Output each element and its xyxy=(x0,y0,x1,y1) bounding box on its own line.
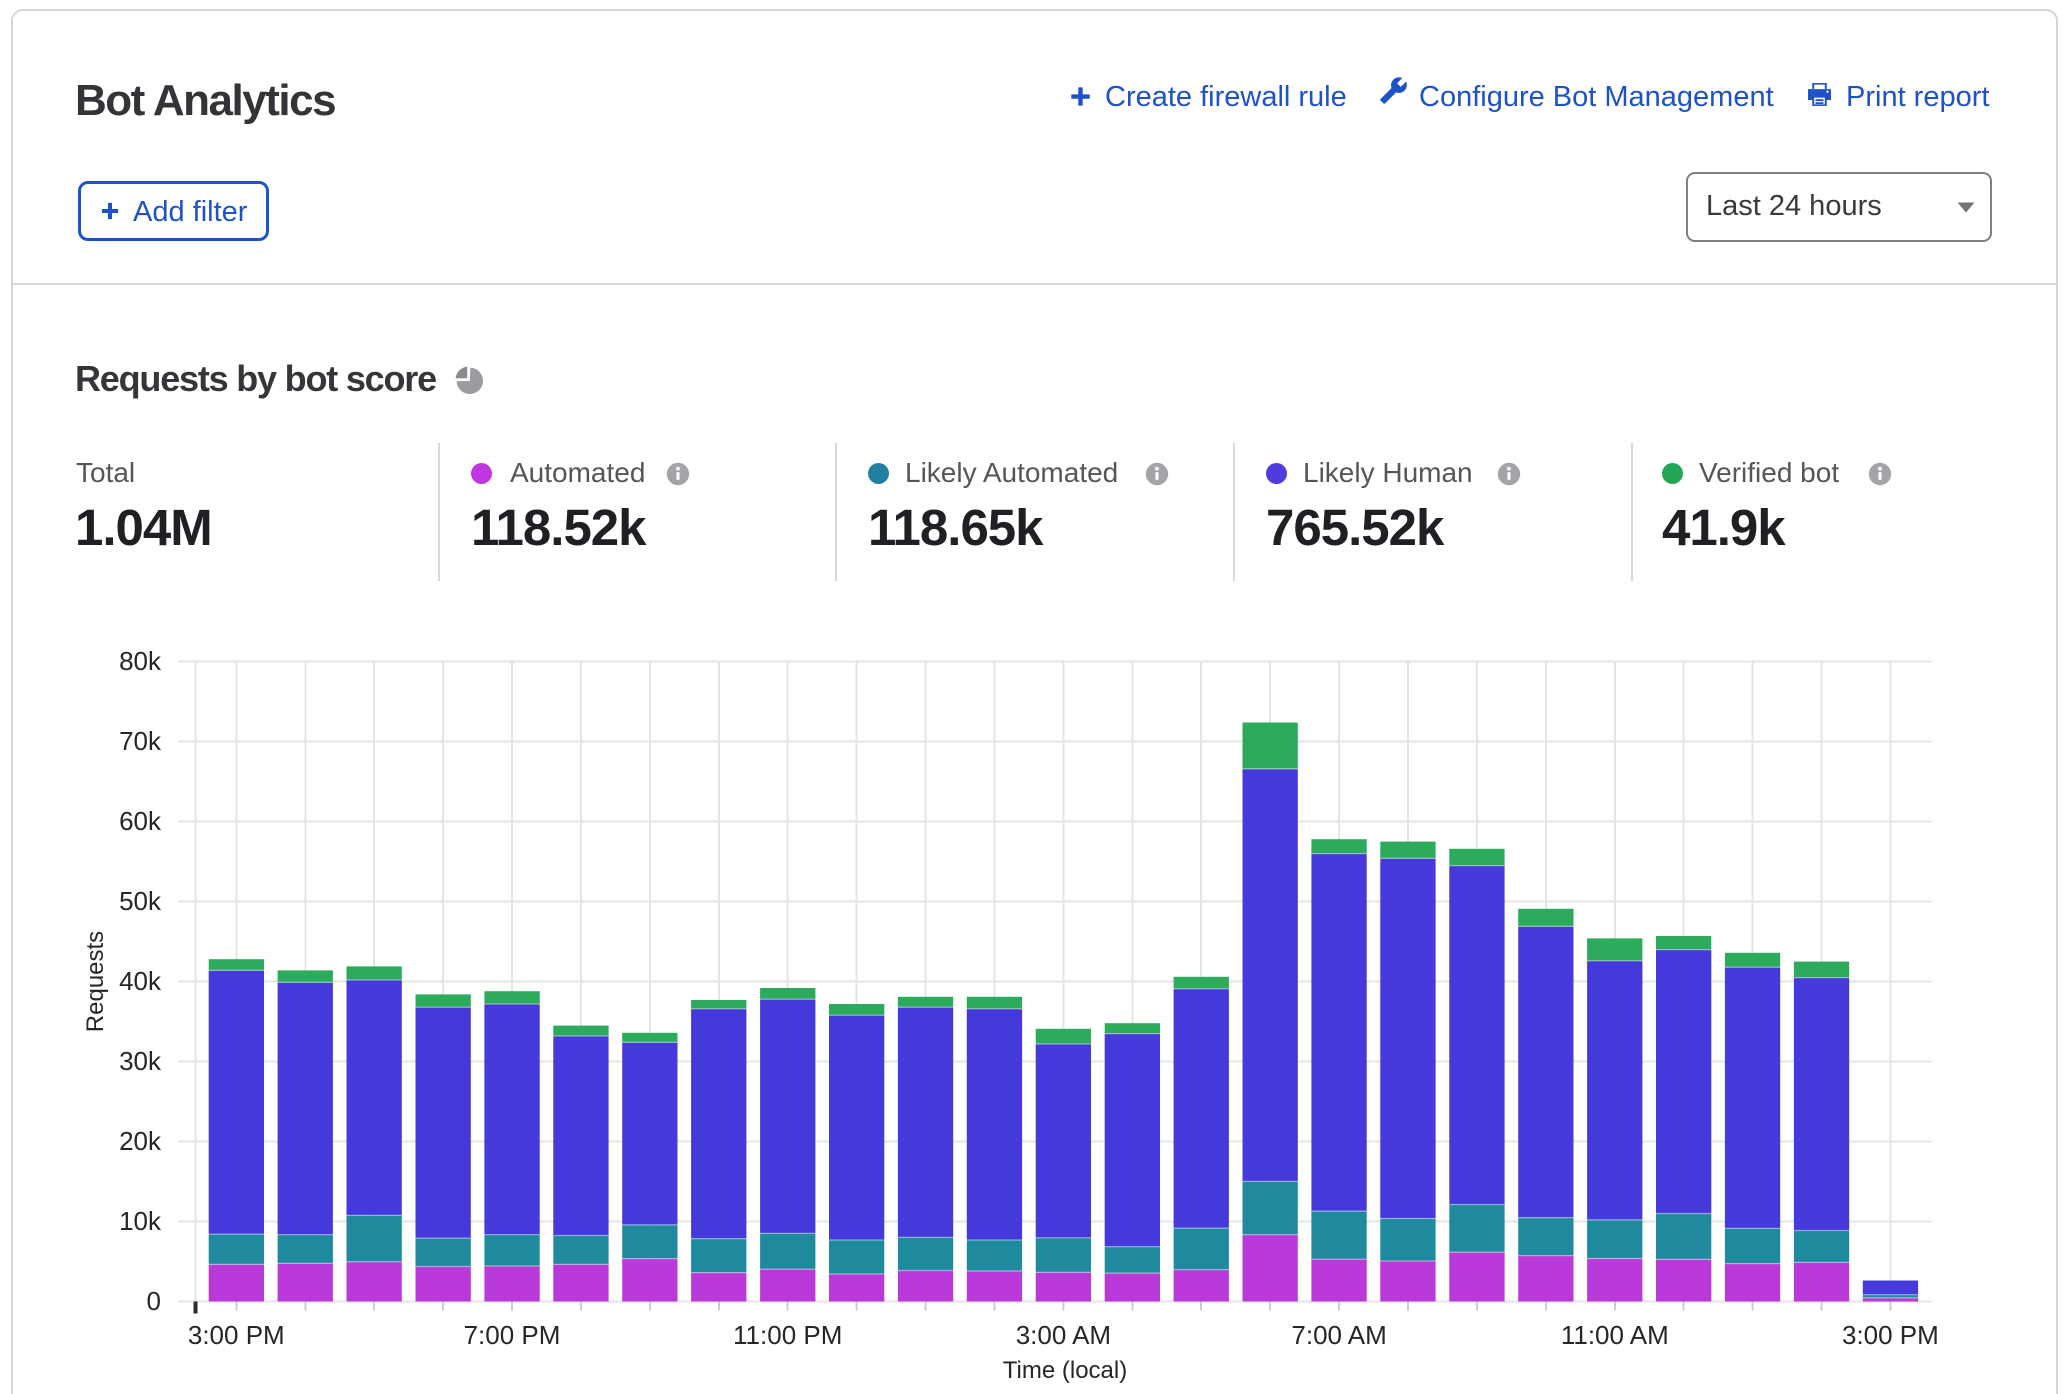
svg-text:11:00 AM: 11:00 AM xyxy=(1561,1320,1669,1350)
svg-text:70k: 70k xyxy=(119,726,162,756)
svg-text:Requests: Requests xyxy=(82,931,109,1032)
svg-text:80k: 80k xyxy=(119,646,162,676)
svg-text:10k: 10k xyxy=(119,1206,162,1236)
svg-text:7:00 PM: 7:00 PM xyxy=(464,1320,561,1350)
svg-text:20k: 20k xyxy=(119,1126,162,1156)
svg-text:7:00 AM: 7:00 AM xyxy=(1291,1320,1386,1350)
svg-text:3:00 PM: 3:00 PM xyxy=(1842,1320,1939,1350)
svg-text:40k: 40k xyxy=(119,966,162,996)
svg-text:30k: 30k xyxy=(119,1046,162,1076)
svg-text:3:00 AM: 3:00 AM xyxy=(1016,1320,1111,1350)
svg-text:11:00 PM: 11:00 PM xyxy=(733,1320,842,1350)
svg-text:50k: 50k xyxy=(119,886,162,916)
svg-text:0: 0 xyxy=(147,1286,161,1316)
svg-text:3:00 PM: 3:00 PM xyxy=(188,1320,285,1350)
svg-text:60k: 60k xyxy=(119,806,162,836)
svg-text:Time (local): Time (local) xyxy=(1003,1357,1127,1384)
